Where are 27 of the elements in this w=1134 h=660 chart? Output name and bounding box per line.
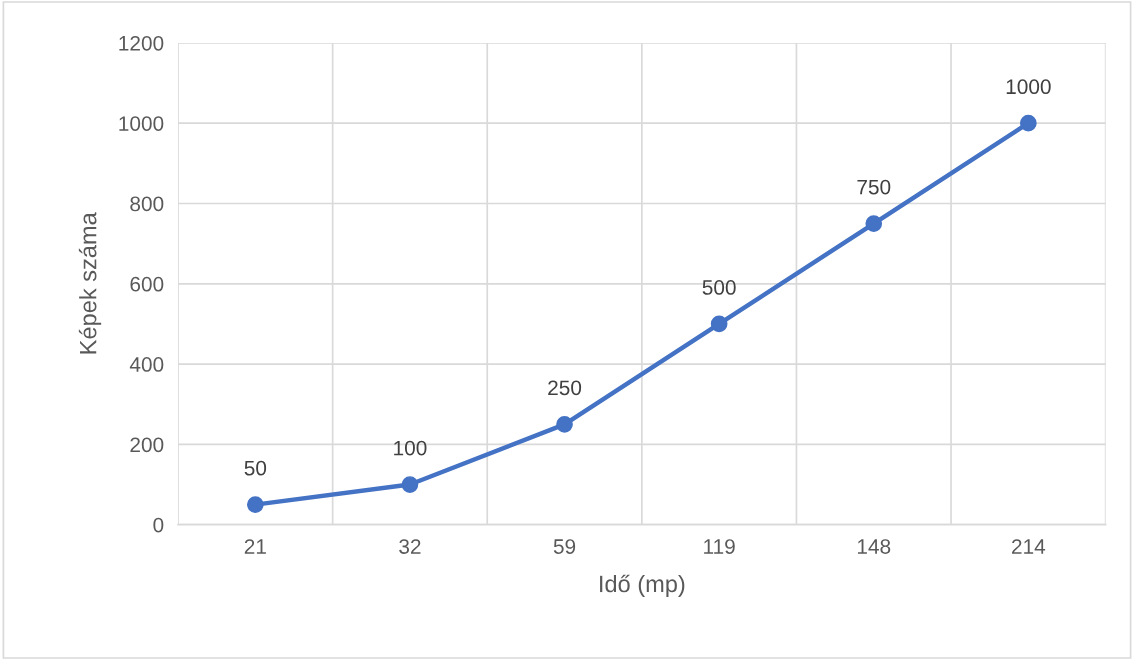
point: [556, 415, 573, 433]
point: [247, 496, 264, 513]
y-tick-label: 800: [130, 196, 164, 212]
x-tick-label: 214: [1012, 539, 1046, 554]
x-tick-label: 32: [399, 539, 421, 554]
y-tick-label: 400: [129, 357, 164, 372]
point: [865, 215, 883, 232]
point: [710, 315, 728, 333]
point: [1020, 114, 1037, 132]
data-label: 250: [548, 380, 582, 396]
x-tick-label: 119: [704, 539, 735, 554]
y-tick-label: 600: [130, 276, 164, 292]
y-tick-label: 0: [153, 517, 164, 533]
data-label: 50: [244, 460, 267, 476]
data-label: 500: [702, 280, 736, 295]
y-tick-label: 1000: [119, 116, 164, 131]
y-tick-label: 200: [130, 437, 164, 453]
data-label: 100: [394, 440, 427, 456]
data-label: 1000: [1006, 79, 1051, 95]
data-label: 750: [857, 179, 891, 195]
x-tick-label: 21: [244, 539, 266, 554]
y-tick-label: 1200: [119, 35, 164, 51]
x-tick-label: 59: [553, 539, 576, 554]
point: [401, 476, 419, 493]
x-tick-label: 148: [857, 539, 891, 554]
y-axis-title: Képek száma: [78, 212, 102, 354]
x-axis-title: Idő (mp): [600, 574, 685, 597]
